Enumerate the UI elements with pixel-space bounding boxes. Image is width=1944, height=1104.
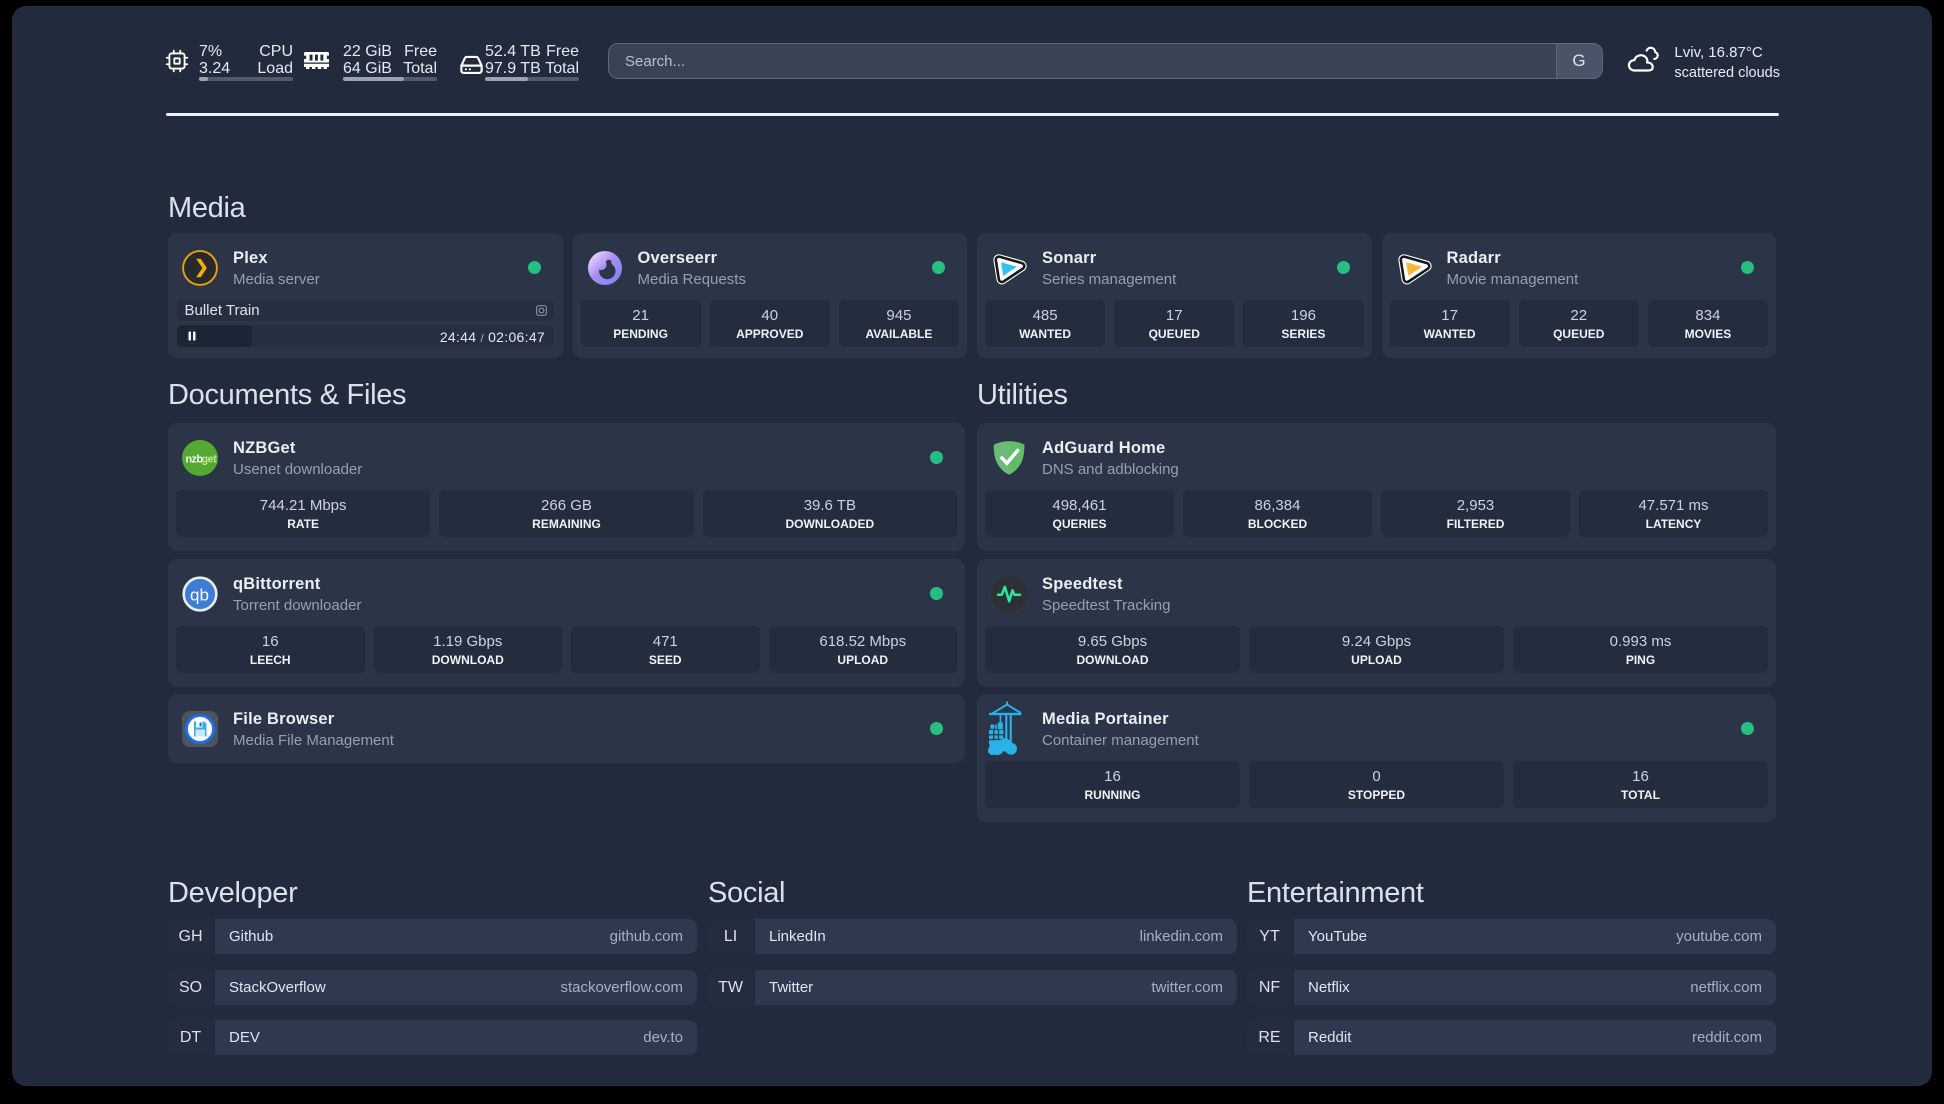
svg-text:get: get: [202, 454, 218, 466]
svg-text:nzb: nzb: [186, 454, 204, 466]
svg-text:qb: qb: [190, 586, 209, 605]
